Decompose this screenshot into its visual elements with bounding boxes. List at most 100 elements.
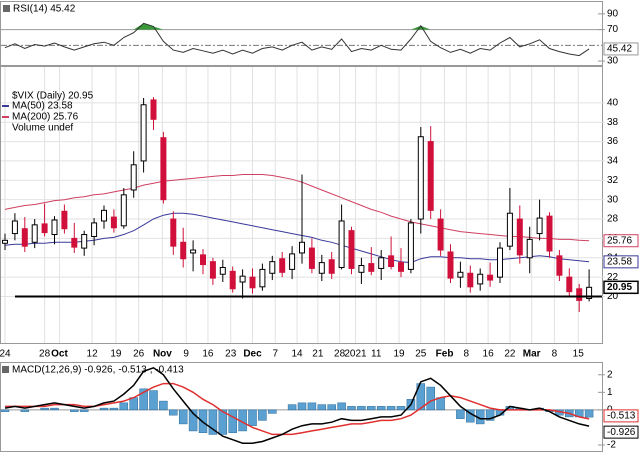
candle-body: [457, 271, 464, 278]
candle-body: [101, 209, 107, 222]
x-tick-label: 16: [202, 349, 214, 360]
histogram-bar: [357, 406, 366, 411]
histogram-bar: [0, 409, 10, 412]
x-tick-label: 16: [483, 349, 495, 360]
candle-body: [546, 215, 553, 252]
x-tick-label: 7: [272, 349, 278, 360]
x-tick-label: 19: [393, 349, 405, 360]
candle-body: [209, 261, 216, 279]
candle-body: [417, 136, 424, 220]
x-tick-label: Dec: [243, 349, 262, 360]
x-tick-label: 23: [225, 349, 237, 360]
histogram-bar: [70, 409, 79, 412]
histogram-bar: [228, 409, 237, 433]
histogram-bar: [159, 400, 168, 411]
candle-body: [318, 262, 325, 274]
candle-body: [368, 263, 375, 272]
histogram-bar: [426, 386, 435, 411]
x-tick-label: Feb: [436, 349, 454, 360]
price-frame: [0, 66, 603, 344]
y-tick-label: 70: [607, 24, 619, 35]
candle-body: [249, 276, 256, 289]
value-tag: 20.95: [607, 282, 632, 293]
histogram-bar: [208, 409, 218, 435]
histogram-bar: [367, 406, 376, 411]
histogram-bar: [436, 397, 445, 411]
histogram-bar: [258, 409, 267, 421]
value-tag-box: [603, 42, 639, 56]
candle-body: [299, 241, 305, 254]
candle-body: [407, 222, 414, 270]
candle-body: [81, 234, 88, 249]
y-tick-label: 34: [607, 156, 619, 167]
moving-average: [4, 174, 590, 242]
value-tag: -0.513: [607, 411, 636, 422]
candle-body: [91, 222, 98, 237]
y-tick-label: -2: [607, 440, 616, 451]
candle-body: [239, 275, 246, 283]
histogram-bar: [178, 409, 188, 425]
candle-body: [41, 223, 48, 234]
candle-body: [388, 255, 395, 267]
candle-body: [219, 266, 226, 275]
value-tag-box: [603, 234, 639, 248]
signal-line: [5, 382, 590, 436]
y-tick-label: 90: [607, 9, 619, 20]
histogram-bar: [139, 388, 148, 411]
candle-body: [437, 218, 444, 251]
value-tag: 23.58: [607, 256, 632, 267]
y-tick-label: 40: [607, 97, 619, 108]
rsi-frame: [0, 1, 603, 66]
candle-body: [259, 268, 266, 288]
candle-body: [497, 247, 503, 278]
histogram-bar: [297, 402, 307, 411]
histogram-bar: [20, 409, 30, 412]
candle-body: [348, 230, 355, 269]
candle-body: [566, 276, 573, 293]
candle-body: [120, 194, 127, 227]
x-tick-label: 24: [0, 349, 11, 360]
x-tick-label: 22: [504, 349, 516, 360]
histogram-bar: [149, 390, 158, 411]
candle-body: [358, 265, 365, 273]
y-tick-label: 36: [607, 136, 619, 147]
candle-body: [71, 237, 78, 248]
x-tick-label: 14: [291, 349, 303, 360]
candle-body: [586, 286, 593, 299]
legend-entry: -0.513: [118, 365, 147, 376]
x-tick-label: 2021: [344, 349, 367, 360]
x-tick-label: Mar: [523, 349, 541, 360]
y-tick-label: 30: [607, 194, 619, 205]
x-tick-label: 19: [110, 349, 122, 360]
x-tick-label: 28: [39, 349, 51, 360]
x-tick-label: 12: [87, 349, 99, 360]
candle-body: [279, 258, 286, 273]
value-tag-box: [603, 280, 639, 295]
volume-label: Volume undef: [12, 123, 73, 134]
candle-body: [477, 273, 484, 285]
candle-body: [51, 219, 58, 236]
x-tick-label: 9: [183, 349, 189, 360]
x-tick-label: 28: [334, 349, 346, 360]
candle-body: [328, 259, 335, 274]
x-tick-label: 8: [552, 349, 558, 360]
histogram-bar: [307, 402, 317, 411]
histogram-bar: [386, 406, 396, 411]
histogram-bar: [376, 406, 386, 411]
histogram-bar: [129, 397, 138, 411]
y-tick-label: 20: [607, 291, 619, 302]
x-tick-label: 8: [464, 349, 470, 360]
legend-entry: MACD(12,26,9) -0.926,: [12, 365, 115, 376]
candle-body: [160, 137, 167, 201]
candle-body: [506, 212, 513, 247]
histogram-bar: [169, 409, 178, 416]
x-tick-label: 21: [312, 349, 324, 360]
candle-body: [21, 228, 28, 247]
y-tick-label: 38: [607, 117, 619, 128]
histogram-bar: [456, 409, 465, 419]
title-icon: [3, 5, 10, 12]
candle-body: [467, 272, 474, 288]
value-tag-box: [603, 425, 639, 439]
legend-entry: MA(50) 23.58: [12, 101, 73, 112]
